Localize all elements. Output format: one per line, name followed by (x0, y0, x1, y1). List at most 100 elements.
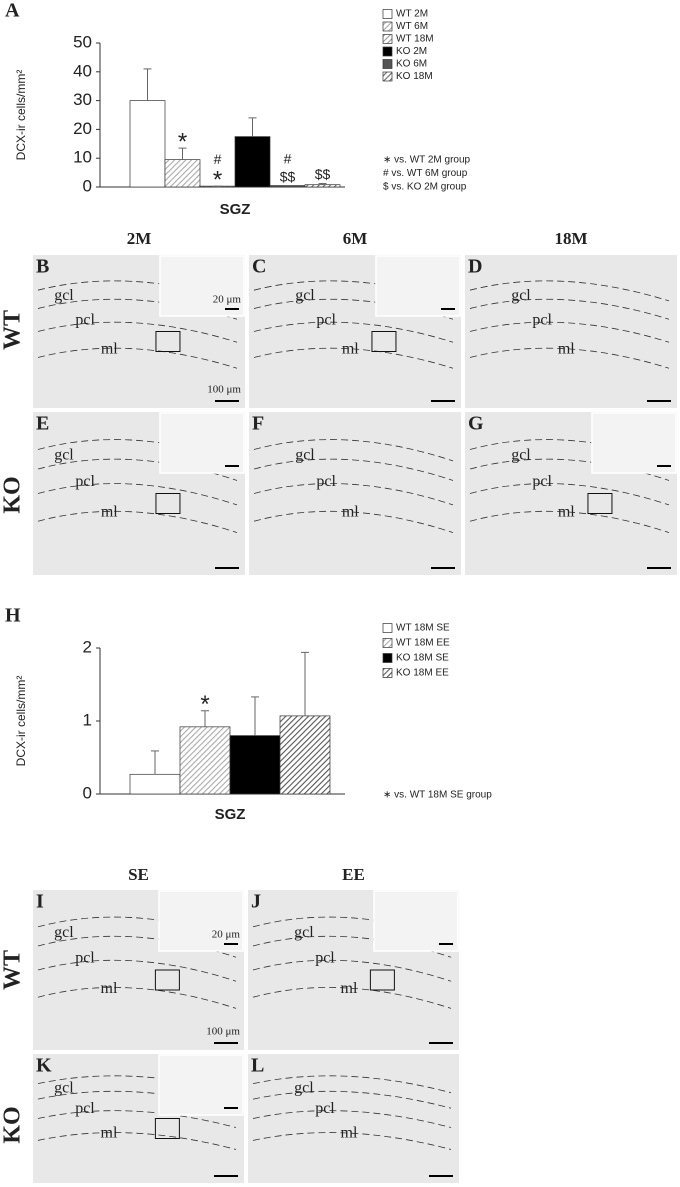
layer-boundary (253, 510, 454, 533)
column-heading: SE (128, 865, 149, 884)
layer-boundary (253, 280, 454, 302)
layer-boundary (37, 510, 238, 533)
layer-label: pcl (75, 473, 95, 490)
y-tick-label: 2 (83, 637, 92, 656)
layer-boundary (252, 935, 452, 958)
y-axis-label: DCX-ir cells/mm² (14, 70, 28, 161)
layer-label: ml (341, 1125, 358, 1142)
layer-boundary (37, 458, 238, 481)
layer-boundary (252, 1132, 452, 1150)
layer-label: gcl (295, 287, 315, 304)
scale-label: 100 μm (207, 384, 241, 396)
roi-box (587, 493, 613, 514)
micrograph (249, 412, 461, 575)
layer-boundary (37, 483, 238, 506)
bar (129, 773, 181, 795)
inset (591, 412, 677, 474)
layer-label: pcl (316, 473, 336, 490)
legend-label: WT 18M SE (396, 623, 450, 634)
layer-boundary (253, 483, 454, 506)
layer-label: gcl (54, 287, 74, 304)
layer-label: pcl (75, 311, 95, 328)
roi-box (371, 331, 397, 352)
inset (158, 1054, 244, 1116)
scale-label: 100 μm (206, 1026, 240, 1038)
layer-boundary (252, 1075, 452, 1094)
scale-label: 20 μm (212, 929, 241, 941)
layer-boundary (469, 347, 670, 369)
panel-label: A (5, 0, 20, 22)
layer-boundary (37, 321, 238, 343)
layer-boundary (37, 298, 238, 320)
panel-label: D (468, 256, 482, 278)
roi-box (369, 969, 395, 991)
inset (373, 890, 459, 952)
layer-boundary (252, 1090, 452, 1109)
y-tick-label: 1 (83, 710, 92, 729)
significance-mark: * (200, 691, 209, 718)
layer-boundary (37, 1075, 237, 1094)
layer-boundary (469, 439, 670, 462)
layer-boundary (37, 347, 238, 369)
bar (164, 159, 201, 188)
layer-boundary (469, 298, 670, 320)
significance-mark: # (284, 150, 292, 166)
panel-label: G (468, 413, 484, 435)
layer-boundary (253, 458, 454, 481)
legend-swatch (382, 668, 393, 678)
layer-label: ml (101, 504, 118, 521)
bar (129, 100, 166, 188)
y-tick-label: 20 (73, 119, 92, 138)
bar (279, 715, 331, 795)
layer-label: gcl (511, 287, 531, 304)
note: ∗ vs. WT 18M SE group (383, 790, 492, 801)
layer-boundary (37, 1132, 237, 1150)
legend-swatch (382, 653, 393, 663)
layer-boundary (37, 1090, 237, 1109)
panel-label: C (252, 256, 266, 278)
layer-boundary (252, 987, 452, 1009)
note: # vs. WT 6M group (383, 168, 468, 179)
roi-box (155, 493, 181, 514)
layer-boundary (253, 298, 454, 320)
layer-label: pcl (315, 949, 335, 966)
bar (304, 184, 341, 188)
layer-label: ml (341, 980, 358, 997)
note: $ vs. KO 2M group (383, 182, 467, 193)
panel-label: E (36, 413, 49, 435)
legend-label: KO 2M (396, 46, 427, 57)
layer-boundary (252, 959, 452, 982)
layer-boundary (469, 458, 670, 481)
layer-label: pcl (75, 949, 95, 966)
legend-swatch (382, 59, 393, 69)
panel-label: F (252, 413, 264, 435)
legend-label: WT 18M (396, 34, 434, 45)
layer-label: ml (558, 504, 575, 521)
y-axis-label: DCX-ir cells/mm² (14, 676, 28, 767)
legend-swatch (382, 34, 393, 44)
y-tick-label: 10 (73, 148, 92, 167)
row-heading: WT (0, 310, 26, 350)
layer-label: ml (101, 1125, 118, 1142)
note: ∗ vs. WT 2M group (383, 155, 471, 166)
roi-box (154, 969, 180, 991)
panel-label: J (251, 891, 261, 913)
layer-boundary (37, 935, 237, 958)
panel-label: I (36, 891, 44, 913)
legend-label: WT 18M EE (396, 638, 450, 649)
column-heading: 18M (554, 229, 587, 248)
layer-label: gcl (54, 447, 74, 464)
y-tick-label: 0 (83, 783, 92, 802)
row-heading: WT (0, 950, 26, 990)
legend-label: KO 18M EE (396, 668, 449, 679)
column-heading: 2M (127, 229, 152, 248)
bar (179, 726, 231, 795)
x-axis-label: SGZ (220, 201, 251, 218)
layer-label: pcl (316, 311, 336, 328)
roi-box (155, 331, 181, 352)
significance-mark: $$ (315, 166, 331, 182)
y-tick-label: 40 (73, 61, 92, 80)
layer-boundary (253, 321, 454, 343)
layer-label: ml (101, 341, 118, 358)
